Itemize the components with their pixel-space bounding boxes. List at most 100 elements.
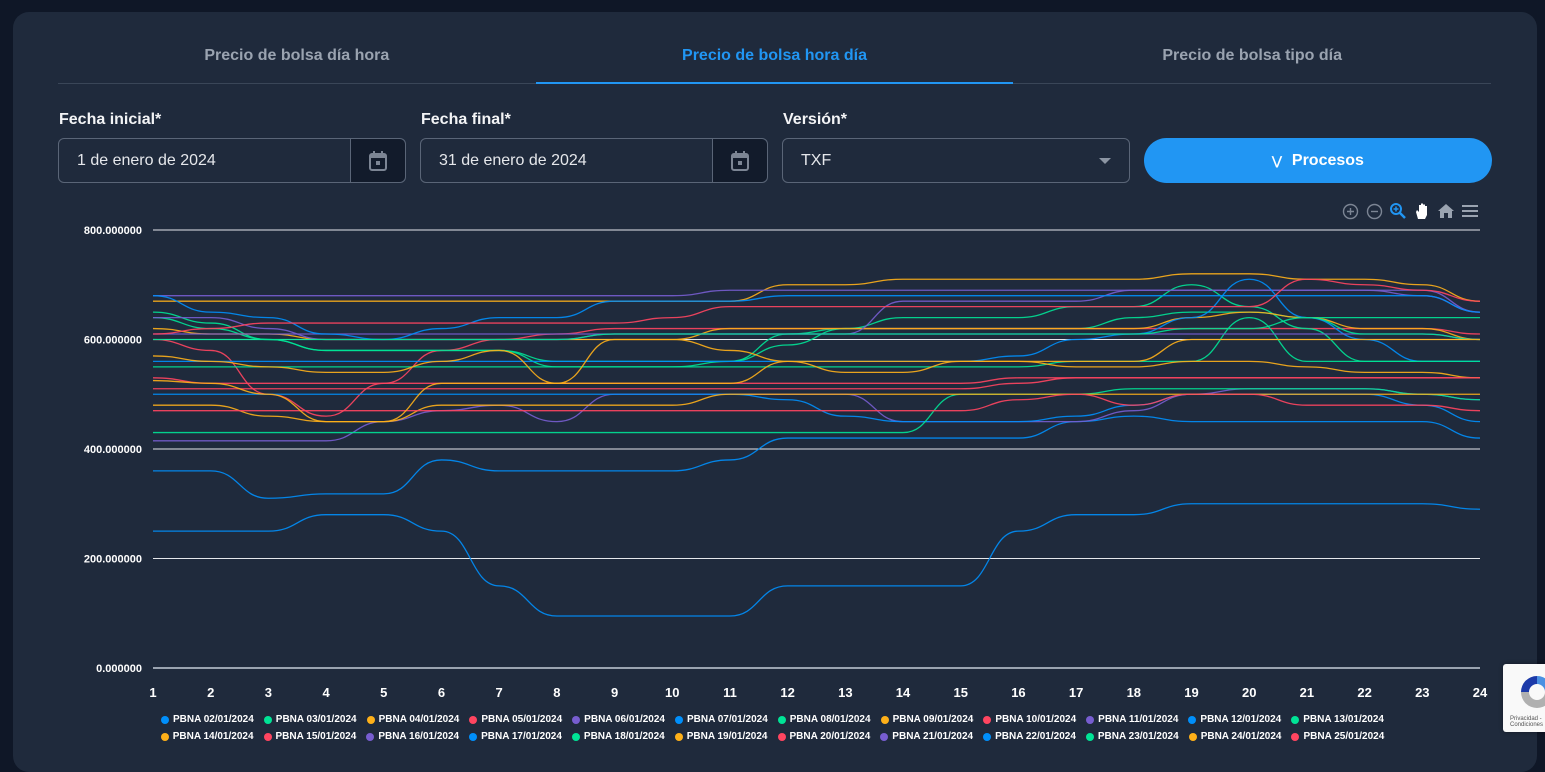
- legend-marker-icon: [160, 732, 169, 741]
- legend-label: PBNA 17/01/2024: [481, 731, 562, 742]
- series-line-15012024: [153, 377, 1480, 390]
- pan-hand-icon[interactable]: [1412, 201, 1432, 221]
- x-tick-label: 18: [1127, 685, 1141, 700]
- legend-marker-icon: [1188, 715, 1197, 724]
- legend-label: PBNA 25/01/2024: [1303, 731, 1385, 742]
- legend-row: PBNA 14/01/2024 PBNA 15/01/2024 PBNA 16/01…: [0, 728, 1545, 745]
- tab-precio-tipo-dia[interactable]: Precio de bolsa tipo día: [1162, 47, 1342, 64]
- y-tick-label: 800.000000: [84, 225, 142, 237]
- legend-item[interactable]: PBNA 22/01/2024: [983, 728, 1076, 745]
- legend-item[interactable]: PBNA 06/01/2024: [572, 711, 665, 728]
- tab-bar: Precio de bolsa día hora Precio de bolsa…: [58, 36, 1491, 84]
- version-select[interactable]: TXF: [782, 138, 1130, 183]
- legend-item[interactable]: PBNA 09/01/2024: [880, 711, 974, 728]
- legend-marker-icon: [674, 732, 683, 741]
- x-tick-label: 20: [1242, 685, 1256, 700]
- y-tick-label: 200.000000: [84, 554, 142, 566]
- legend-item[interactable]: PBNA 08/01/2024: [777, 711, 871, 728]
- series-line-04012024: [153, 273, 1481, 302]
- legend-item[interactable]: PBNA 13/01/2024: [1291, 711, 1384, 728]
- x-tick-label: 15: [954, 685, 968, 700]
- menu-icon[interactable]: [1460, 201, 1480, 221]
- legend-marker-icon: [366, 732, 375, 741]
- legend-label: PBNA 06/01/2024: [584, 714, 665, 725]
- x-tick-label: 9: [611, 685, 618, 700]
- x-tick-label: 1: [149, 685, 156, 700]
- chevron-down-icon[interactable]: [1099, 157, 1111, 164]
- legend-item[interactable]: PBNA 25/01/2024: [1291, 728, 1384, 745]
- legend-item[interactable]: PBNA 17/01/2024: [469, 728, 562, 745]
- series-line-11012024: [153, 289, 1481, 335]
- fecha-final-value[interactable]: 31 de enero de 2024: [439, 151, 587, 169]
- fecha-final-field[interactable]: 31 de enero de 2024: [420, 138, 768, 183]
- legend-item[interactable]: PBNA 16/01/2024: [366, 728, 459, 745]
- fecha-final-label: Fecha final*: [421, 111, 511, 128]
- legend-marker-icon: [1291, 715, 1300, 724]
- legend-marker-icon: [674, 715, 683, 724]
- legend-marker-icon: [983, 732, 992, 741]
- fecha-inicial-value[interactable]: 1 de enero de 2024: [77, 151, 216, 169]
- legend-label: PBNA 20/01/2024: [789, 731, 871, 742]
- legend-label: PBNA 19/01/2024: [686, 731, 768, 742]
- legend-label: PBNA 02/01/2024: [172, 714, 254, 725]
- legend-marker-icon: [1085, 732, 1094, 741]
- series-line-23012024: [153, 316, 1481, 341]
- fecha-inicial-label: Fecha inicial*: [59, 111, 162, 128]
- legend-item[interactable]: PBNA 18/01/2024: [571, 728, 665, 745]
- zoom-in-icon[interactable]: [1340, 201, 1360, 221]
- calendar-icon[interactable]: [712, 139, 767, 182]
- legend-item[interactable]: PBNA 10/01/2024: [983, 711, 1076, 728]
- legend-label: PBNA 24/01/2024: [1200, 731, 1282, 742]
- legend-label: PBNA 16/01/2024: [378, 731, 460, 742]
- version-value[interactable]: TXF: [801, 151, 832, 169]
- legend-item[interactable]: PBNA 02/01/2024: [160, 711, 254, 728]
- legend-marker-icon: [880, 732, 889, 741]
- legend-item[interactable]: PBNA 07/01/2024: [674, 711, 768, 728]
- x-tick-label: 2: [207, 685, 214, 700]
- line-chart: 0.000000 200.000000 400.000000 600.000000 80…: [84, 225, 1488, 700]
- tab-precio-hora-dia[interactable]: Precio de bolsa hora día: [535, 36, 1014, 84]
- legend-item[interactable]: PBNA 21/01/2024: [880, 728, 973, 745]
- x-tick-label: 19: [1184, 685, 1198, 700]
- legend-label: PBNA 15/01/2024: [275, 731, 357, 742]
- procesos-button[interactable]: ⋁ Procesos: [1144, 138, 1492, 183]
- legend-marker-icon: [469, 715, 478, 724]
- legend-label: PBNA 09/01/2024: [892, 714, 974, 725]
- x-tick-label: 3: [265, 685, 272, 700]
- x-tick-label: 17: [1069, 685, 1083, 700]
- selection-zoom-icon[interactable]: [1388, 201, 1408, 221]
- series-line-10012024: [152, 377, 1480, 384]
- x-tick-label: 14: [896, 685, 911, 700]
- y-tick-label: 0.000000: [96, 663, 142, 675]
- legend-item[interactable]: PBNA 15/01/2024: [263, 728, 357, 745]
- legend-label: PBNA 07/01/2024: [686, 714, 768, 725]
- series-line-20012024: [153, 393, 1481, 412]
- chart-legend: PBNA 02/01/2024 PBNA 03/01/2024 PBNA 04/01…: [0, 711, 1545, 745]
- legend-label: PBNA 12/01/2024: [1200, 714, 1282, 725]
- legend-item[interactable]: PBNA 14/01/2024: [160, 728, 254, 745]
- legend-item[interactable]: PBNA 11/01/2024: [1086, 711, 1178, 728]
- tab-precio-dia-hora[interactable]: Precio de bolsa día hora: [204, 47, 390, 64]
- zoom-out-icon[interactable]: [1364, 201, 1384, 221]
- legend-item[interactable]: PBNA 05/01/2024: [469, 711, 562, 728]
- legend-label: PBNA 11/01/2024: [1098, 714, 1179, 725]
- home-reset-icon[interactable]: [1436, 201, 1456, 221]
- legend-item[interactable]: PBNA 03/01/2024: [263, 711, 357, 728]
- legend-marker-icon: [160, 715, 169, 724]
- recaptcha-badge[interactable]: Privacidad - Condiciones: [1503, 664, 1545, 732]
- legend-item[interactable]: PBNA 24/01/2024: [1188, 728, 1282, 745]
- legend-item[interactable]: PBNA 19/01/2024: [674, 728, 768, 745]
- procesos-label: Procesos: [1291, 151, 1364, 169]
- legend-item[interactable]: PBNA 23/01/2024: [1085, 728, 1179, 745]
- calendar-icon[interactable]: [350, 139, 405, 182]
- legend-label: PBNA 14/01/2024: [172, 731, 254, 742]
- legend-item[interactable]: PBNA 20/01/2024: [777, 728, 871, 745]
- legend-item[interactable]: PBNA 04/01/2024: [366, 711, 459, 728]
- series-line-24012024: [152, 338, 1480, 423]
- x-tick-label: 8: [553, 685, 560, 700]
- x-tick-label: 23: [1415, 685, 1429, 700]
- legend-marker-icon: [469, 732, 478, 741]
- fecha-inicial-field[interactable]: 1 de enero de 2024: [58, 138, 406, 183]
- legend-item[interactable]: PBNA 12/01/2024: [1188, 711, 1281, 728]
- legend-label: PBNA 22/01/2024: [995, 731, 1076, 742]
